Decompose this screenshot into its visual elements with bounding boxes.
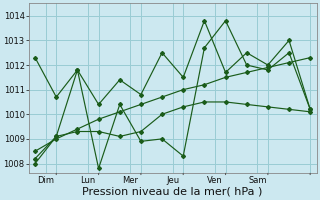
X-axis label: Pression niveau de la mer( hPa ): Pression niveau de la mer( hPa ) [83,187,263,197]
